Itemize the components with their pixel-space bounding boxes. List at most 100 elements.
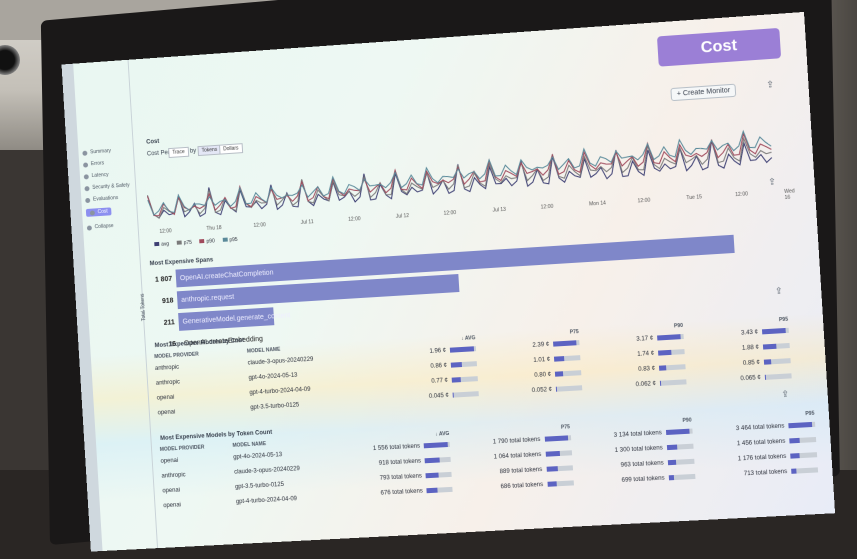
value-bar	[545, 451, 571, 457]
sidebar-item-security[interactable]: Security & Safety	[84, 182, 129, 191]
page-title: Cost	[657, 28, 781, 67]
value-bar	[658, 350, 685, 357]
value-bar	[764, 359, 791, 366]
sidebar-item-label: Evaluations	[93, 195, 118, 203]
value-bar-fill	[762, 328, 786, 334]
value-text: 1 064 total tokens	[494, 452, 542, 461]
sidebar-item-cost[interactable]: Cost	[86, 207, 112, 217]
model-provider-cell: openai	[160, 495, 234, 514]
value-text: 713 total tokens	[744, 470, 788, 478]
value-text: 0.77 ¢	[431, 378, 448, 385]
errors-icon	[83, 162, 88, 167]
share-icon[interactable]: ⇪	[781, 389, 789, 401]
value-text: 793 total tokens	[380, 474, 422, 482]
chart-legend: avg p75 p90 p95	[154, 237, 238, 248]
share-icon[interactable]: ⇪	[775, 286, 783, 298]
sidebar-item-label: Collapse	[95, 223, 114, 230]
value-bar-fill	[451, 363, 462, 369]
value-bar	[554, 356, 580, 363]
value-bar-fill	[788, 422, 812, 428]
value-bar	[659, 365, 686, 372]
legend-item: avg	[154, 241, 169, 248]
value-bar	[547, 481, 573, 487]
value-bar-fill	[544, 436, 568, 442]
x-tick-label: 12:00	[348, 216, 361, 223]
x-tick-label: Mon 14	[589, 200, 606, 207]
span-count: 1 807	[143, 275, 177, 284]
span-bar[interactable]: GenerativeModel.generate_content	[178, 307, 274, 331]
value-bar	[666, 429, 693, 435]
sidebar-item-label: Latency	[91, 172, 108, 179]
value-bar-fill	[453, 393, 455, 398]
legend-swatch	[177, 240, 182, 244]
legend-swatch	[222, 238, 227, 242]
value-bar-fill	[667, 445, 678, 451]
value-bar	[667, 444, 694, 450]
value-bar	[668, 459, 695, 465]
shield-icon	[84, 186, 89, 191]
span-count: 211	[145, 319, 179, 328]
sidebar-item-latency[interactable]: Latency	[84, 172, 109, 180]
sidebar-item-evaluations[interactable]: Evaluations	[85, 195, 118, 203]
value-bar	[790, 453, 817, 459]
x-tick-label: 12:00	[541, 204, 554, 211]
value-text: 1.01 ¢	[533, 357, 550, 364]
value-bar-fill	[660, 381, 662, 386]
sidebar-item-label: Cost	[98, 209, 108, 216]
sidebar-item-label: Summary	[90, 148, 111, 155]
value-text: 0.83 ¢	[638, 366, 655, 373]
value-text: 0.85 ¢	[743, 360, 760, 367]
summary-icon	[82, 150, 87, 155]
legend-item: p95	[222, 237, 237, 244]
value-bar-fill	[426, 473, 439, 479]
span-row[interactable]: 211 GenerativeModel.generate_content	[145, 307, 274, 333]
sidebar-item-collapse[interactable]: Collapse	[87, 223, 114, 231]
value-text: 1.74 ¢	[637, 351, 654, 358]
value-text: 0.065 ¢	[740, 376, 761, 383]
value-text: 918 total tokens	[379, 459, 421, 467]
value-bar-fill	[450, 347, 474, 353]
share-icon[interactable]: ⇪	[766, 79, 774, 91]
value-text: 1 790 total tokens	[493, 437, 541, 446]
create-monitor-button[interactable]: + Create Monitor	[670, 84, 736, 102]
value-bar	[453, 392, 479, 398]
x-tick-label: 12:00	[159, 228, 172, 235]
value-text: 0.062 ¢	[636, 382, 657, 389]
value-bar-fill	[658, 350, 672, 356]
value-text: 676 total tokens	[381, 489, 424, 497]
value-bar	[450, 347, 476, 354]
value-text: 1.88 ¢	[742, 345, 759, 352]
x-tick-label: Wed 16	[784, 188, 795, 201]
value-bar-fill	[659, 366, 666, 371]
value-bar	[668, 474, 695, 480]
collapse-icon	[87, 225, 92, 230]
value-text: 963 total tokens	[621, 461, 664, 469]
value-bar	[657, 334, 684, 341]
value-bar	[556, 386, 582, 393]
value-bar-fill	[553, 341, 577, 347]
sidebar-item-errors[interactable]: Errors	[83, 160, 104, 167]
value-bar-fill	[789, 438, 800, 444]
sidebar-item-summary[interactable]: Summary	[82, 148, 111, 156]
value-text: 1 456 total tokens	[737, 439, 786, 448]
cost-icon	[90, 210, 95, 215]
projected-dashboard: Summary Errors Latency Security & Safety…	[62, 12, 836, 552]
value-bar-fill	[427, 488, 438, 494]
value-bar	[544, 436, 570, 442]
value-bar	[553, 341, 579, 348]
x-tick-label: Jul 13	[492, 207, 506, 214]
evaluations-icon	[85, 197, 90, 202]
value-bar	[788, 422, 815, 429]
ceiling-light	[0, 45, 20, 75]
x-tick-label: Jul 12	[396, 213, 410, 220]
value-bar-fill	[556, 387, 558, 392]
value-text: 2.39 ¢	[532, 342, 549, 349]
value-bar	[425, 457, 451, 463]
share-icon[interactable]: ⇪	[768, 176, 776, 188]
value-text: 1 556 total tokens	[373, 444, 420, 453]
value-text: 0.052 ¢	[532, 387, 553, 394]
value-bar	[427, 487, 453, 493]
spans-title: Most Expensive Spans	[150, 257, 214, 267]
value-bar	[660, 380, 687, 387]
value-bar	[555, 371, 581, 378]
